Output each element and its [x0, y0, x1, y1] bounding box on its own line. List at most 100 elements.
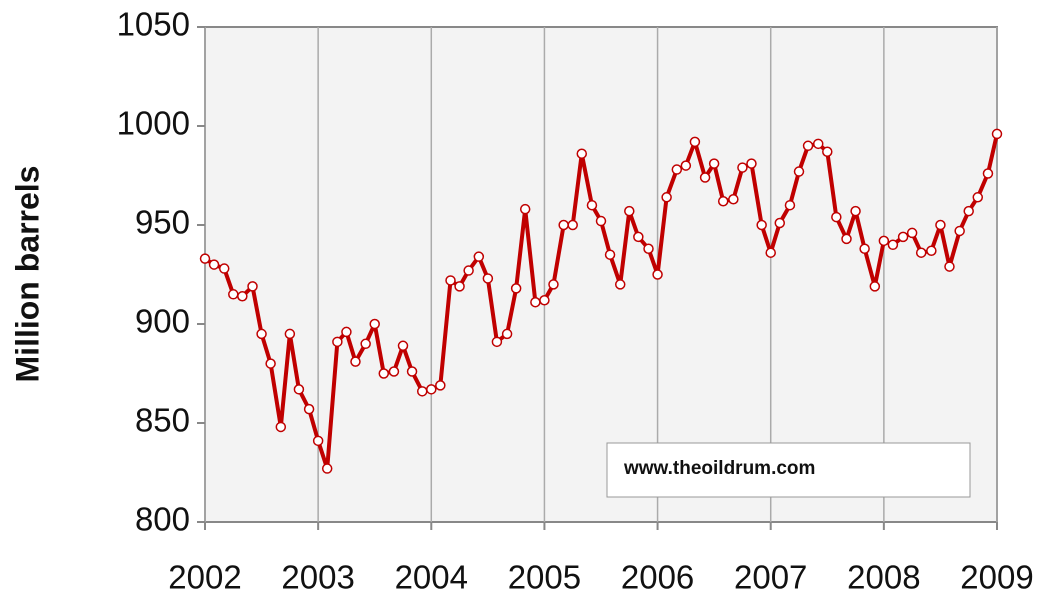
data-point	[972, 192, 984, 203]
data-point	[293, 384, 305, 395]
data-point	[963, 205, 974, 217]
data-point	[312, 435, 324, 447]
data-point	[463, 265, 474, 276]
data-point	[915, 247, 927, 258]
data-point	[717, 195, 729, 207]
data-point	[539, 294, 550, 306]
data-point	[237, 291, 248, 302]
data-point	[737, 162, 748, 173]
data-point	[671, 164, 683, 175]
y-tick-label: 950	[135, 204, 190, 241]
data-point	[284, 328, 296, 340]
data-point	[397, 340, 409, 352]
data-point	[906, 227, 918, 239]
data-point	[954, 225, 965, 237]
data-point	[850, 205, 861, 217]
data-point	[482, 273, 494, 284]
data-point	[812, 138, 824, 150]
data-point	[228, 289, 239, 300]
data-point	[360, 338, 371, 350]
data-point	[756, 219, 767, 231]
data-point	[708, 158, 720, 169]
annotation: www.theoildrum.com	[623, 458, 815, 479]
data-point	[774, 217, 786, 229]
data-point	[567, 219, 578, 231]
data-point	[491, 336, 503, 348]
data-point	[256, 328, 267, 340]
data-point	[519, 203, 531, 215]
x-tick-label: 2009	[960, 559, 1033, 596]
data-point	[982, 168, 994, 179]
data-point	[332, 336, 343, 348]
data-point	[680, 160, 692, 171]
data-point	[454, 281, 465, 292]
annotation-frame	[606, 442, 971, 498]
data-point	[652, 269, 663, 280]
data-point	[208, 259, 220, 270]
data-point	[878, 235, 890, 247]
data-point	[699, 172, 711, 183]
data-point	[548, 279, 559, 290]
data-point	[897, 231, 909, 243]
y-axis-label: Million barrels	[9, 166, 45, 383]
data-point	[510, 283, 522, 294]
data-point	[746, 158, 757, 169]
data-point	[689, 136, 701, 148]
data-point	[926, 245, 937, 256]
data-point	[501, 328, 513, 340]
data-point	[728, 194, 739, 205]
data-point	[802, 140, 814, 152]
data-point	[247, 281, 258, 292]
data-point	[321, 463, 333, 474]
data-point	[822, 146, 833, 157]
y-tick-label: 1050	[117, 6, 190, 43]
data-point	[614, 279, 626, 290]
data-point	[633, 231, 644, 243]
data-point	[576, 148, 588, 159]
plot-area	[204, 26, 998, 523]
data-point	[831, 211, 842, 223]
y-tick-label: 900	[135, 303, 190, 340]
data-point	[473, 251, 485, 262]
data-point	[435, 380, 446, 391]
data-point	[841, 233, 852, 245]
data-point	[369, 318, 380, 330]
data-point	[265, 358, 276, 369]
data-point	[624, 205, 635, 217]
data-point	[643, 243, 654, 255]
y-tick-label: 800	[135, 501, 190, 538]
data-point	[595, 215, 607, 227]
x-tick-label: 2006	[621, 559, 694, 596]
data-point	[887, 239, 899, 251]
annotation-box: www.theoildrum.com	[606, 442, 971, 498]
y-tick-label: 850	[135, 402, 190, 439]
data-point	[859, 243, 870, 255]
y-tick-label: 1000	[117, 105, 190, 142]
data-point	[991, 128, 1003, 140]
data-point	[303, 403, 315, 415]
data-point	[661, 192, 672, 203]
x-tick-label: 2008	[847, 559, 920, 596]
data-point	[426, 384, 437, 395]
data-point	[793, 166, 805, 177]
data-point	[350, 356, 361, 367]
data-point	[378, 368, 390, 379]
data-point	[604, 249, 616, 260]
data-point	[445, 275, 456, 286]
data-point	[530, 296, 541, 308]
x-tick-label: 2005	[508, 559, 581, 596]
data-point	[341, 326, 352, 338]
data-point	[218, 263, 230, 274]
data-point	[275, 421, 287, 433]
data-point	[388, 366, 400, 377]
data-point	[784, 199, 796, 211]
data-point	[406, 366, 418, 377]
data-point	[199, 253, 211, 264]
data-point	[586, 199, 598, 211]
x-tick-label: 2007	[734, 559, 807, 596]
data-point	[944, 261, 955, 272]
x-tick-label: 2003	[281, 559, 354, 596]
data-point	[558, 219, 569, 231]
data-point	[765, 247, 776, 258]
